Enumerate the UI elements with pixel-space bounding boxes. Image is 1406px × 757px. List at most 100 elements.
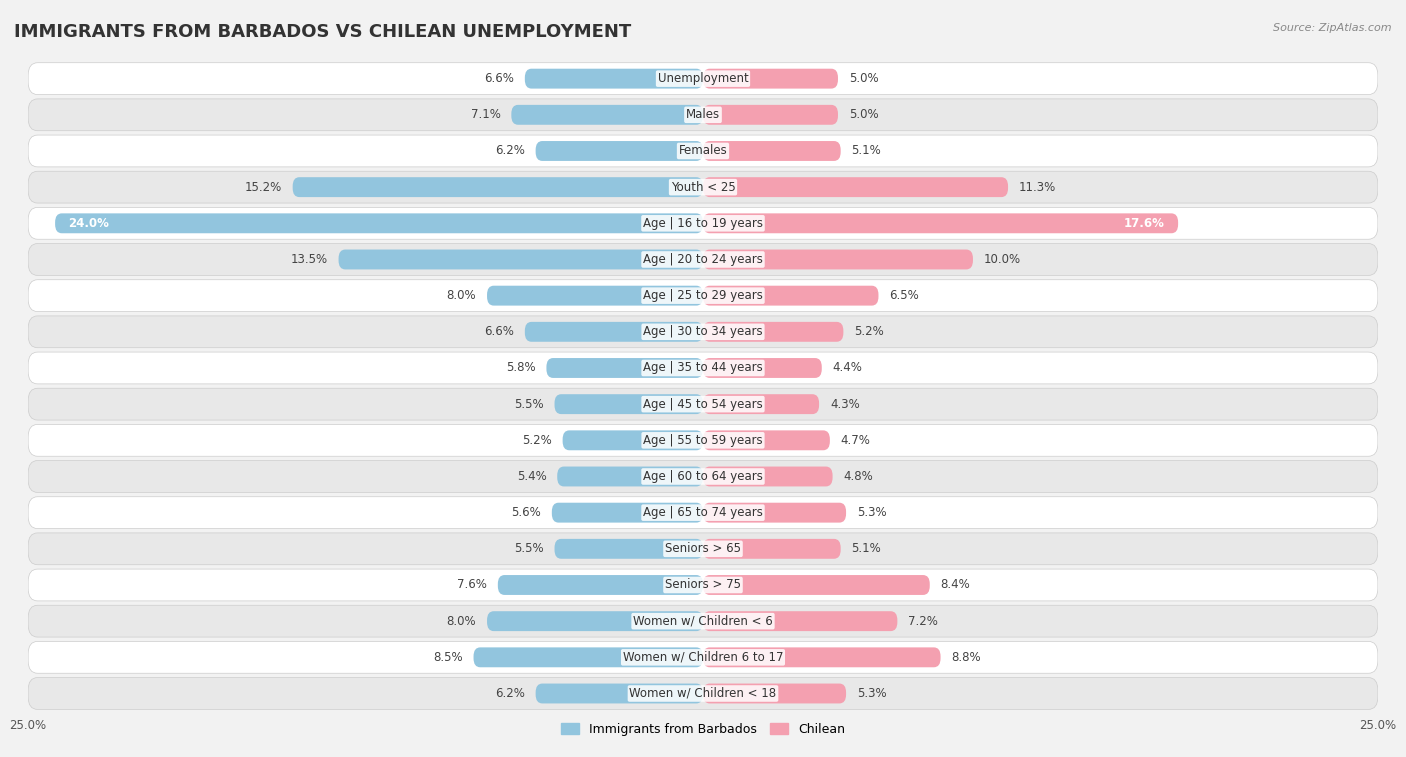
FancyBboxPatch shape xyxy=(512,105,703,125)
Text: 5.0%: 5.0% xyxy=(849,72,879,85)
Text: Age | 65 to 74 years: Age | 65 to 74 years xyxy=(643,506,763,519)
FancyBboxPatch shape xyxy=(28,63,1378,95)
FancyBboxPatch shape xyxy=(703,575,929,595)
Text: Youth < 25: Youth < 25 xyxy=(671,181,735,194)
FancyBboxPatch shape xyxy=(28,99,1378,131)
Legend: Immigrants from Barbados, Chilean: Immigrants from Barbados, Chilean xyxy=(555,718,851,741)
Text: 4.8%: 4.8% xyxy=(844,470,873,483)
FancyBboxPatch shape xyxy=(28,244,1378,276)
Text: Women w/ Children < 6: Women w/ Children < 6 xyxy=(633,615,773,628)
FancyBboxPatch shape xyxy=(536,141,703,161)
Text: 5.2%: 5.2% xyxy=(522,434,551,447)
FancyBboxPatch shape xyxy=(486,285,703,306)
Text: Women w/ Children < 18: Women w/ Children < 18 xyxy=(630,687,776,700)
FancyBboxPatch shape xyxy=(28,425,1378,456)
FancyBboxPatch shape xyxy=(703,250,973,269)
Text: IMMIGRANTS FROM BARBADOS VS CHILEAN UNEMPLOYMENT: IMMIGRANTS FROM BARBADOS VS CHILEAN UNEM… xyxy=(14,23,631,41)
FancyBboxPatch shape xyxy=(703,394,820,414)
Text: 24.0%: 24.0% xyxy=(69,217,110,230)
FancyBboxPatch shape xyxy=(557,466,703,487)
Text: 6.2%: 6.2% xyxy=(495,687,524,700)
Text: Seniors > 75: Seniors > 75 xyxy=(665,578,741,591)
FancyBboxPatch shape xyxy=(703,431,830,450)
Text: 5.0%: 5.0% xyxy=(849,108,879,121)
Text: Age | 35 to 44 years: Age | 35 to 44 years xyxy=(643,362,763,375)
FancyBboxPatch shape xyxy=(339,250,703,269)
FancyBboxPatch shape xyxy=(703,213,1178,233)
Text: Age | 16 to 19 years: Age | 16 to 19 years xyxy=(643,217,763,230)
FancyBboxPatch shape xyxy=(28,135,1378,167)
Text: Age | 25 to 29 years: Age | 25 to 29 years xyxy=(643,289,763,302)
Text: Age | 45 to 54 years: Age | 45 to 54 years xyxy=(643,397,763,410)
Text: Age | 60 to 64 years: Age | 60 to 64 years xyxy=(643,470,763,483)
Text: 7.6%: 7.6% xyxy=(457,578,486,591)
Text: 8.0%: 8.0% xyxy=(447,289,477,302)
FancyBboxPatch shape xyxy=(28,388,1378,420)
Text: 7.2%: 7.2% xyxy=(908,615,938,628)
FancyBboxPatch shape xyxy=(292,177,703,197)
FancyBboxPatch shape xyxy=(524,69,703,89)
Text: 8.0%: 8.0% xyxy=(447,615,477,628)
Text: Women w/ Children 6 to 17: Women w/ Children 6 to 17 xyxy=(623,651,783,664)
FancyBboxPatch shape xyxy=(28,533,1378,565)
FancyBboxPatch shape xyxy=(498,575,703,595)
FancyBboxPatch shape xyxy=(554,539,703,559)
Text: 5.3%: 5.3% xyxy=(856,506,887,519)
FancyBboxPatch shape xyxy=(547,358,703,378)
Text: 5.8%: 5.8% xyxy=(506,362,536,375)
Text: 5.6%: 5.6% xyxy=(512,506,541,519)
FancyBboxPatch shape xyxy=(536,684,703,703)
FancyBboxPatch shape xyxy=(28,678,1378,709)
Text: 6.5%: 6.5% xyxy=(889,289,920,302)
Text: 5.4%: 5.4% xyxy=(516,470,547,483)
FancyBboxPatch shape xyxy=(562,431,703,450)
FancyBboxPatch shape xyxy=(703,358,821,378)
FancyBboxPatch shape xyxy=(28,280,1378,312)
Text: 17.6%: 17.6% xyxy=(1123,217,1164,230)
Text: Unemployment: Unemployment xyxy=(658,72,748,85)
Text: Females: Females xyxy=(679,145,727,157)
Text: 5.1%: 5.1% xyxy=(852,542,882,556)
Text: 8.4%: 8.4% xyxy=(941,578,970,591)
FancyBboxPatch shape xyxy=(28,497,1378,528)
FancyBboxPatch shape xyxy=(703,69,838,89)
FancyBboxPatch shape xyxy=(28,171,1378,203)
Text: 5.1%: 5.1% xyxy=(852,145,882,157)
FancyBboxPatch shape xyxy=(28,352,1378,384)
FancyBboxPatch shape xyxy=(28,641,1378,673)
FancyBboxPatch shape xyxy=(474,647,703,667)
Text: 6.6%: 6.6% xyxy=(484,326,515,338)
FancyBboxPatch shape xyxy=(703,539,841,559)
FancyBboxPatch shape xyxy=(486,611,703,631)
Text: Age | 30 to 34 years: Age | 30 to 34 years xyxy=(643,326,763,338)
Text: 10.0%: 10.0% xyxy=(984,253,1021,266)
FancyBboxPatch shape xyxy=(703,647,941,667)
Text: Age | 20 to 24 years: Age | 20 to 24 years xyxy=(643,253,763,266)
FancyBboxPatch shape xyxy=(554,394,703,414)
FancyBboxPatch shape xyxy=(703,611,897,631)
FancyBboxPatch shape xyxy=(524,322,703,341)
FancyBboxPatch shape xyxy=(703,466,832,487)
Text: Males: Males xyxy=(686,108,720,121)
FancyBboxPatch shape xyxy=(28,569,1378,601)
FancyBboxPatch shape xyxy=(55,213,703,233)
FancyBboxPatch shape xyxy=(703,141,841,161)
Text: 5.5%: 5.5% xyxy=(515,397,544,410)
Text: Source: ZipAtlas.com: Source: ZipAtlas.com xyxy=(1274,23,1392,33)
Text: 8.8%: 8.8% xyxy=(952,651,981,664)
FancyBboxPatch shape xyxy=(28,316,1378,347)
Text: 6.2%: 6.2% xyxy=(495,145,524,157)
Text: Age | 55 to 59 years: Age | 55 to 59 years xyxy=(643,434,763,447)
FancyBboxPatch shape xyxy=(703,322,844,341)
FancyBboxPatch shape xyxy=(28,207,1378,239)
Text: 8.5%: 8.5% xyxy=(433,651,463,664)
FancyBboxPatch shape xyxy=(28,460,1378,492)
Text: 15.2%: 15.2% xyxy=(245,181,281,194)
Text: 13.5%: 13.5% xyxy=(291,253,328,266)
Text: 5.5%: 5.5% xyxy=(515,542,544,556)
Text: 5.3%: 5.3% xyxy=(856,687,887,700)
Text: 4.3%: 4.3% xyxy=(830,397,859,410)
Text: 7.1%: 7.1% xyxy=(471,108,501,121)
Text: 5.2%: 5.2% xyxy=(855,326,884,338)
Text: 6.6%: 6.6% xyxy=(484,72,515,85)
